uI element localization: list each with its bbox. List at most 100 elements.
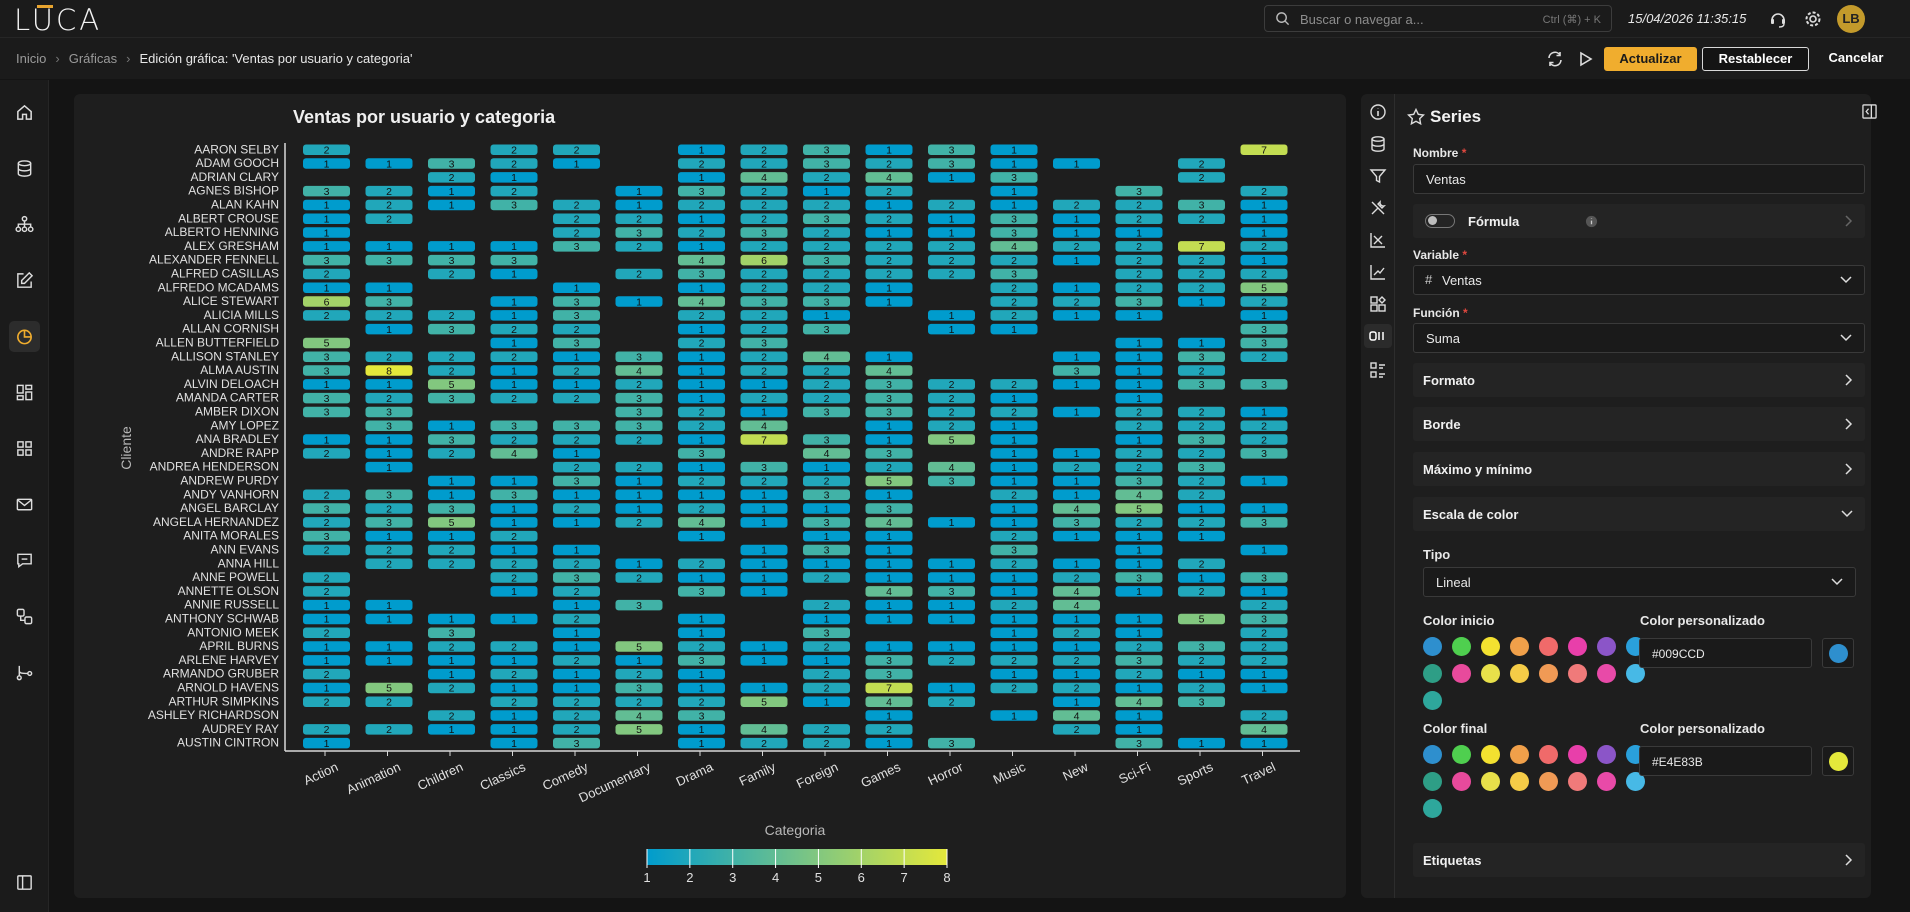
escala-color-section[interactable]: Escala de color [1413,497,1865,531]
tools-icon[interactable] [1369,199,1387,217]
app-logo[interactable]: LUCA [14,3,103,37]
color-swatch[interactable] [1452,745,1471,764]
heatmap-cell [803,572,850,583]
color-swatch[interactable] [1423,772,1442,791]
mail-icon[interactable] [9,489,40,520]
color-swatch[interactable] [1597,664,1616,683]
heatmap-cell [553,724,600,735]
formula-row[interactable]: Fórmula [1413,204,1865,238]
color-swatch[interactable] [1452,664,1471,683]
color-swatch[interactable] [1481,772,1500,791]
color-swatch[interactable] [1568,637,1587,656]
color-swatch[interactable] [1481,637,1500,656]
funcion-select[interactable]: Suma [1413,323,1865,353]
chevron-right-icon [1845,215,1853,227]
color-swatch[interactable] [1510,664,1529,683]
axis-x-icon[interactable] [1369,231,1387,249]
collapse-panel-icon[interactable] [1862,104,1877,119]
color-final-hex-input[interactable]: #E4E83B [1639,746,1812,776]
chat-icon[interactable] [9,545,40,576]
breadcrumb-graficas[interactable]: Gráficas [68,51,118,66]
color-swatch[interactable] [1597,637,1616,656]
support-icon[interactable] [1768,9,1788,29]
color-swatch[interactable] [1481,745,1500,764]
heatmap-cell [740,241,788,252]
series-tab[interactable] [1364,324,1392,348]
color-swatch[interactable] [1539,745,1558,764]
borde-section[interactable]: Borde [1413,407,1865,441]
color-swatch[interactable] [1539,772,1558,791]
hierarchy-icon[interactable] [9,209,40,240]
color-swatch[interactable] [1539,637,1558,656]
cell-value-label: 1 [636,186,642,198]
star-icon[interactable] [1407,108,1425,126]
etiquetas-section[interactable]: Etiquetas [1413,843,1865,877]
cell-value-label: 2 [386,214,392,226]
color-swatch[interactable] [1597,772,1616,791]
color-inicio-hex-input[interactable]: #009CCD [1639,638,1812,668]
color-swatch[interactable] [1597,745,1616,764]
formula-toggle[interactable] [1425,214,1455,228]
color-swatch[interactable] [1626,772,1645,791]
cell-value-label: 1 [574,600,580,612]
database-icon[interactable] [1369,135,1387,153]
refresh-icon[interactable] [1546,50,1564,68]
update-button[interactable]: Actualizar [1604,47,1697,71]
color-swatch[interactable] [1539,664,1558,683]
cell-value-label: 3 [511,200,517,212]
cell-value-label: 1 [1074,490,1080,502]
reset-button[interactable]: Restablecer [1702,47,1809,71]
apps-icon[interactable] [9,433,40,464]
search-box[interactable]: Buscar o navegar a... Ctrl (⌘) + K [1264,5,1612,32]
filter-icon[interactable] [1369,167,1387,185]
database-icon[interactable] [9,153,40,184]
maximo-minimo-section[interactable]: Máximo y mínimo [1413,452,1865,486]
info-icon[interactable] [1369,103,1387,121]
color-swatch[interactable] [1568,664,1587,683]
color-inicio-preview[interactable] [1822,638,1854,668]
chart-pie-icon[interactable] [9,321,40,352]
color-swatch[interactable] [1510,745,1529,764]
color-swatch[interactable] [1423,799,1442,818]
formato-section[interactable]: Formato [1413,363,1865,397]
color-swatch[interactable] [1481,664,1500,683]
cancel-button[interactable]: Cancelar [1828,50,1884,65]
heatmap-cell [428,558,475,569]
color-swatch[interactable] [1510,637,1529,656]
color-swatch[interactable] [1452,637,1471,656]
tipo-select[interactable]: Lineal [1423,567,1856,597]
edit-icon[interactable] [9,265,40,296]
variable-select[interactable]: # Ventas [1413,265,1865,295]
color-swatch[interactable] [1510,772,1529,791]
axis-y-icon[interactable] [1369,263,1387,281]
list-icon[interactable] [1369,361,1387,379]
color-swatch[interactable] [1568,772,1587,791]
dashboard-icon[interactable] [9,377,40,408]
cell-value-label: 1 [574,545,580,557]
panel-collapse-icon[interactable] [9,867,40,898]
color-final-preview[interactable] [1822,746,1854,776]
settings-gear-icon[interactable] [1803,9,1823,29]
cell-value-label: 1 [574,158,580,170]
color-swatch[interactable] [1452,772,1471,791]
breadcrumb-inicio[interactable]: Inicio [16,51,47,66]
color-swatch[interactable] [1423,664,1442,683]
shapes-icon[interactable] [9,601,40,632]
heatmap-cell [865,517,913,528]
info-icon[interactable] [1585,215,1598,228]
flow-icon[interactable] [9,657,40,688]
color-swatch[interactable] [1423,691,1442,710]
color-swatch[interactable] [1626,664,1645,683]
cell-value-label: 2 [1261,186,1267,198]
color-swatch[interactable] [1423,745,1442,764]
widgets-icon[interactable] [1369,295,1387,313]
play-icon[interactable] [1576,50,1594,68]
color-swatch[interactable] [1568,745,1587,764]
user-avatar[interactable]: LB [1837,5,1865,33]
cell-value-label: 1 [886,614,892,626]
chart-title: Ventas por usuario y categoria [293,107,556,127]
nombre-input[interactable]: Ventas [1413,164,1865,194]
home-icon[interactable] [9,97,40,128]
color-swatch[interactable] [1423,637,1442,656]
